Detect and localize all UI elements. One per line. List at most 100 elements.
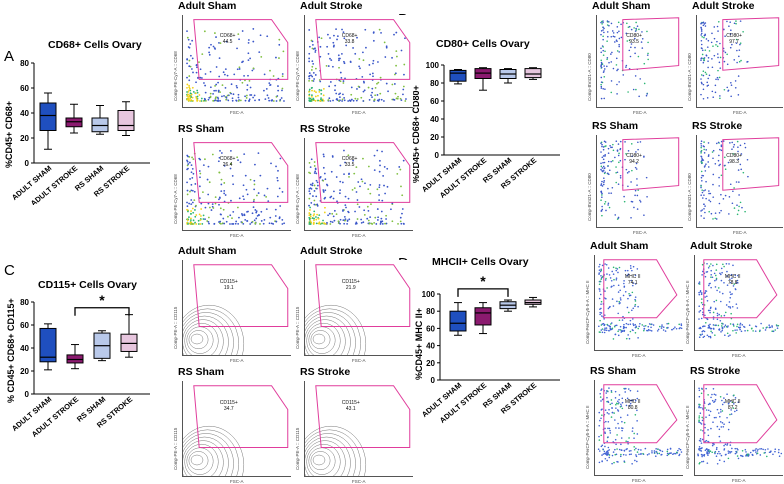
event-dot [308, 79, 310, 82]
event-dot [706, 81, 709, 84]
event-dot [737, 150, 739, 153]
event-dot [226, 94, 229, 97]
event-dot [322, 166, 325, 169]
event-dot [203, 82, 205, 84]
event-dot [707, 394, 709, 396]
event-dot [610, 35, 613, 38]
event-dot [728, 196, 731, 198]
event-dot [207, 165, 210, 168]
event-dot [715, 142, 718, 145]
event-dot [638, 95, 640, 98]
event-dot [717, 30, 719, 32]
event-dot [703, 335, 706, 338]
event-dot [714, 91, 717, 94]
event-dot [405, 98, 407, 100]
y-tick-label: 20 [430, 133, 439, 142]
event-dot [600, 83, 602, 86]
event-dot [606, 40, 608, 42]
event-dot [754, 449, 756, 451]
event-dot [725, 304, 728, 306]
event-dot [268, 82, 271, 85]
event-dot [614, 448, 616, 451]
event-dot [720, 411, 722, 413]
event-dot [666, 454, 669, 457]
event-dot [632, 318, 634, 320]
event-dot [318, 91, 321, 93]
event-dot [236, 206, 239, 209]
flow-plot: CD80+ 97.7 [696, 15, 783, 108]
event-dot [680, 451, 683, 453]
event-dot [769, 451, 772, 453]
event-dot [650, 323, 653, 326]
event-dot [317, 217, 320, 220]
event-dot [281, 75, 284, 78]
event-dot [666, 322, 668, 325]
y-tick-label: 40 [20, 344, 29, 353]
event-dot [712, 311, 715, 314]
gate-polygon [703, 384, 778, 444]
event-dot [700, 140, 703, 142]
event-dot [608, 24, 610, 27]
event-dot [739, 163, 742, 166]
event-dot [214, 196, 217, 198]
event-dot [281, 89, 283, 92]
event-dot [607, 187, 609, 190]
event-dot [706, 270, 709, 273]
event-dot [335, 176, 338, 178]
event-dot [318, 88, 321, 91]
event-dot [260, 55, 263, 58]
event-dot [323, 222, 326, 225]
event-dot [610, 389, 613, 392]
event-dot [266, 187, 269, 190]
event-dot [215, 83, 218, 86]
event-dot [704, 314, 706, 317]
event-dot [700, 194, 702, 196]
event-dot [667, 326, 669, 329]
event-dot [698, 318, 700, 320]
event-dot [363, 89, 366, 92]
event-dot [362, 100, 365, 102]
event-dot [708, 210, 710, 213]
event-dot [207, 216, 210, 219]
event-dot [634, 52, 636, 55]
event-dot [607, 165, 609, 167]
event-dot [600, 51, 603, 54]
event-dot [381, 150, 383, 153]
event-dot [366, 217, 369, 220]
event-dot [611, 407, 614, 409]
event-dot [603, 177, 605, 179]
event-dot [600, 47, 602, 50]
event-dot [699, 440, 702, 442]
event-dot [600, 183, 603, 185]
event-dot [711, 151, 714, 153]
event-dot [741, 449, 744, 452]
event-dot [218, 171, 221, 174]
event-dot [776, 325, 778, 327]
event-dot [616, 50, 619, 52]
event-dot [719, 300, 722, 303]
event-dot [218, 156, 221, 159]
event-dot [707, 266, 710, 269]
event-dot [760, 322, 762, 325]
event-dot [218, 203, 220, 206]
event-dot [231, 99, 234, 102]
event-dot [702, 21, 705, 24]
event-dot [192, 172, 195, 175]
event-dot [355, 222, 358, 225]
event-dot [395, 64, 397, 67]
event-dot [718, 291, 721, 293]
event-dot [636, 268, 639, 270]
event-dot [317, 222, 320, 225]
gate-name: MHC II [624, 399, 641, 405]
event-dot [245, 97, 248, 99]
event-dot [236, 156, 239, 159]
gate-polygon [315, 19, 411, 80]
event-dot [234, 222, 237, 225]
event-dot [217, 90, 220, 93]
event-dot [756, 450, 759, 452]
event-dot [358, 206, 361, 208]
event-dot [208, 96, 211, 99]
event-dot [195, 71, 198, 74]
x-axis-label: FSC-A [633, 110, 647, 115]
event-dot [602, 169, 605, 172]
